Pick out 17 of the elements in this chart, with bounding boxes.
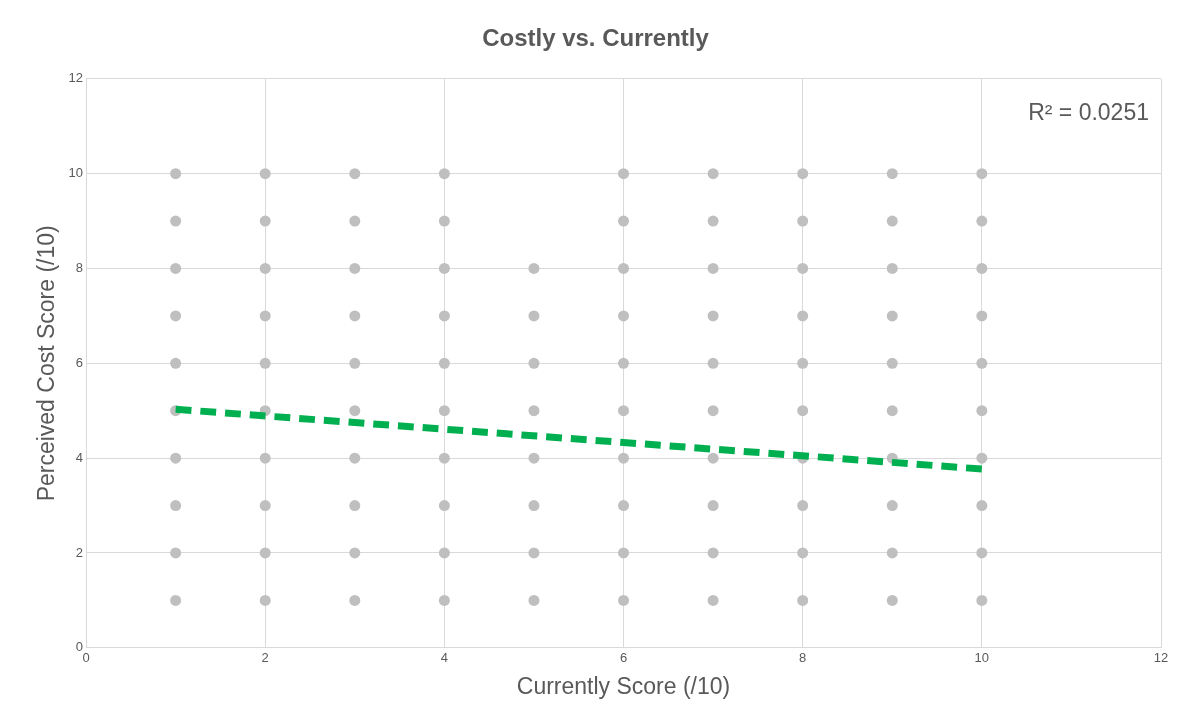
y-tick-label: 4: [75, 449, 84, 465]
x-axis-title: Currently Score (/10): [516, 672, 731, 699]
y-tick-label: 12: [68, 70, 84, 86]
x-tick-label: 4: [440, 650, 448, 666]
y-tick-label: 2: [75, 544, 84, 560]
annotation: R² = 0.0251: [1028, 99, 1149, 126]
y-tick-label: 8: [75, 260, 84, 276]
y-tick-label: 10: [68, 165, 84, 181]
x-tick-label: 10: [974, 650, 990, 666]
x-tick-label: 8: [799, 650, 807, 666]
y-axis-title: Perceived Cost Score (/10): [33, 225, 60, 502]
chart-title: Costly vs. Currently: [482, 24, 710, 52]
x-tick-label: 6: [619, 650, 628, 666]
x-tick-label: 12: [1153, 650, 1169, 666]
y-tick-label: 0: [75, 639, 84, 655]
x-tick-label: 2: [261, 650, 269, 666]
y-tick-label: 6: [75, 354, 84, 370]
